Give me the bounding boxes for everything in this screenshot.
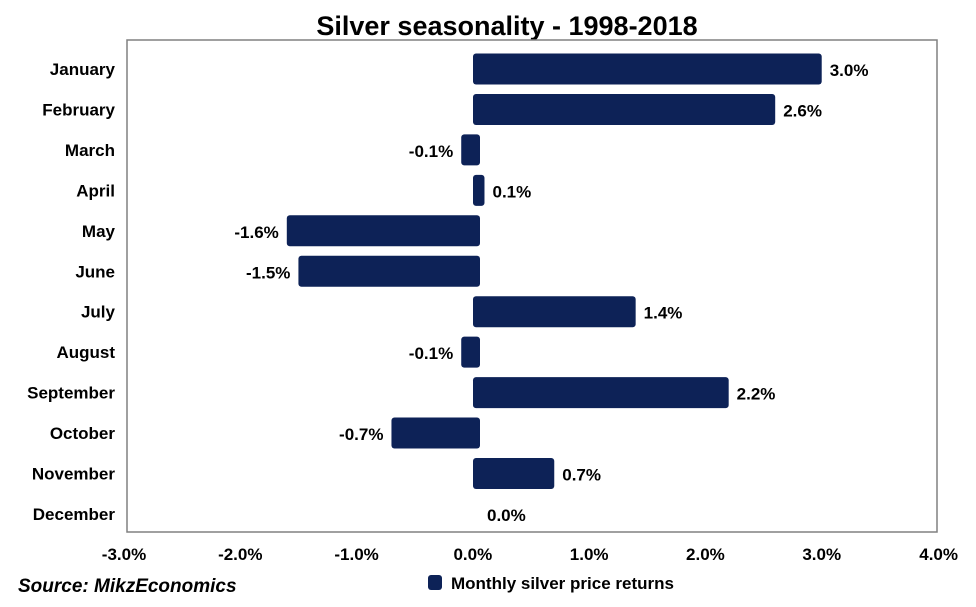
x-tick-label: 2.0% (686, 545, 725, 564)
data-label-september: 2.2% (737, 385, 776, 404)
bar-september[interactable] (473, 377, 729, 409)
legend-label: Monthly silver price returns (451, 574, 674, 593)
x-tick-label: -3.0% (102, 545, 146, 564)
bar-june[interactable] (298, 255, 480, 287)
x-tick-label: 4.0% (919, 545, 958, 564)
bar-april[interactable] (473, 174, 485, 206)
bar-august[interactable] (461, 336, 480, 368)
chart-title: Silver seasonality - 1998-2018 (316, 11, 697, 41)
bar-march[interactable] (461, 134, 480, 166)
legend-swatch (428, 575, 442, 590)
category-label-may: May (82, 222, 116, 241)
data-labels: 3.0% 2.6% -0.1% 0.1% -1.6% -1.5% 1.4% -0.1% 2.2%… (234, 61, 868, 525)
data-label-may: -1.6% (234, 223, 278, 242)
category-label-january: January (50, 60, 116, 79)
category-label-july: July (81, 303, 116, 322)
category-label-june: June (75, 262, 115, 281)
category-label-august: August (56, 343, 115, 362)
x-tick-label: 1.0% (570, 545, 609, 564)
category-label-april: April (76, 181, 115, 200)
category-label-september: September (27, 384, 115, 403)
bar-february[interactable] (473, 93, 776, 125)
data-label-january: 3.0% (830, 61, 869, 80)
data-label-june: -1.5% (246, 263, 290, 282)
bar-october[interactable] (391, 417, 480, 449)
data-label-march: -0.1% (409, 142, 453, 161)
x-tick-label: -2.0% (218, 545, 262, 564)
x-axis-tick-labels: -3.0% -2.0% -1.0% 0.0% 1.0% 2.0% 3.0% 4.0% (102, 545, 958, 564)
bar-january[interactable] (473, 53, 822, 85)
data-label-november: 0.7% (562, 466, 601, 485)
bar-july[interactable] (473, 296, 636, 328)
category-label-march: March (65, 141, 115, 160)
category-label-february: February (42, 100, 115, 119)
x-tick-label: 0.0% (453, 545, 492, 564)
source-note: Source: MikzEconomics (18, 576, 237, 597)
data-label-december: 0.0% (487, 506, 526, 525)
x-tick-label: -1.0% (334, 545, 378, 564)
legend[interactable]: Monthly silver price returns (428, 574, 674, 593)
data-label-october: -0.7% (339, 425, 383, 444)
bar-group (286, 53, 822, 489)
data-label-february: 2.6% (783, 101, 822, 120)
data-label-july: 1.4% (644, 304, 683, 323)
category-label-october: October (50, 424, 116, 443)
data-label-april: 0.1% (492, 182, 531, 201)
category-label-december: December (33, 505, 116, 524)
data-label-august: -0.1% (409, 344, 453, 363)
bar-november[interactable] (473, 458, 555, 489)
category-labels: January February March April May June July Augu… (27, 60, 115, 524)
x-tick-label: 3.0% (802, 545, 841, 564)
category-label-november: November (32, 465, 116, 484)
bar-may[interactable] (286, 215, 480, 247)
